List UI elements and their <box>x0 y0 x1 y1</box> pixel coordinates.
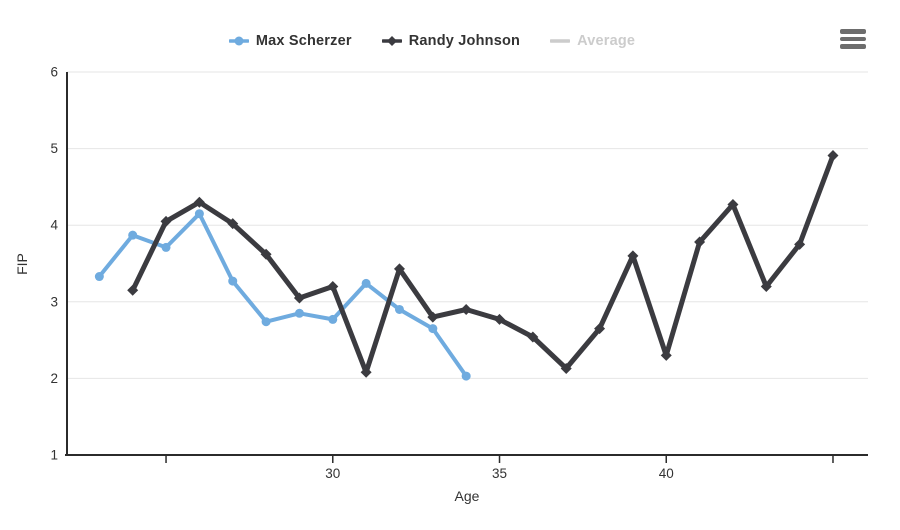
series-marker-icon <box>228 36 249 46</box>
data-point[interactable] <box>794 238 806 250</box>
data-point[interactable] <box>361 278 371 288</box>
hamburger-icon <box>840 36 866 42</box>
data-point[interactable] <box>228 276 238 286</box>
data-point[interactable] <box>293 292 305 304</box>
chart-context-menu-button[interactable] <box>840 27 868 51</box>
series-marker-icon <box>381 36 402 46</box>
hamburger-icon <box>840 29 866 34</box>
data-point[interactable] <box>427 311 439 323</box>
data-point[interactable] <box>327 280 339 292</box>
x-axis-tick-label: 30 <box>325 466 340 481</box>
data-point[interactable] <box>193 196 205 208</box>
data-point[interactable] <box>428 324 438 334</box>
data-point[interactable] <box>127 284 139 296</box>
data-point[interactable] <box>627 250 639 262</box>
data-point[interactable] <box>527 331 539 343</box>
data-point[interactable] <box>394 304 404 314</box>
y-axis-tick-label: 1 <box>50 448 58 463</box>
legend-item-max-scherzer[interactable]: Max Scherzer <box>228 33 352 49</box>
data-point[interactable] <box>594 323 606 335</box>
data-point[interactable] <box>160 215 172 227</box>
data-point[interactable] <box>94 272 104 282</box>
x-axis-title: Age <box>455 488 480 504</box>
y-axis-title: FIP <box>14 253 30 275</box>
data-point[interactable] <box>460 303 472 315</box>
y-axis-tick-label: 2 <box>50 371 58 386</box>
data-point[interactable] <box>494 313 506 325</box>
series-marker-icon <box>550 39 571 43</box>
hamburger-icon <box>840 44 866 49</box>
data-point[interactable] <box>328 314 338 324</box>
data-point[interactable] <box>227 218 239 230</box>
data-point[interactable] <box>660 349 672 361</box>
data-point[interactable] <box>827 149 839 161</box>
data-point[interactable] <box>760 280 772 292</box>
legend-item-label: Max Scherzer <box>255 33 352 49</box>
legend-item-label: Average <box>577 33 636 49</box>
x-axis-tick-label: 40 <box>659 466 674 481</box>
legend-item-label: Randy Johnson <box>408 33 521 49</box>
data-point[interactable] <box>560 362 572 374</box>
data-point[interactable] <box>261 317 271 327</box>
data-point[interactable] <box>194 209 204 219</box>
y-axis-tick-label: 6 <box>50 65 58 80</box>
data-point[interactable] <box>393 263 405 275</box>
y-axis-tick-label: 3 <box>50 294 58 309</box>
y-axis-tick-label: 4 <box>50 218 58 233</box>
y-axis-tick-label: 5 <box>50 141 58 156</box>
chart-legend: Max Scherzer Randy Johnson Average <box>0 33 882 49</box>
data-point[interactable] <box>260 248 272 260</box>
legend-item-randy-johnson[interactable]: Randy Johnson <box>381 33 521 49</box>
data-point[interactable] <box>461 371 471 381</box>
data-point[interactable] <box>360 366 372 378</box>
data-point[interactable] <box>727 199 739 211</box>
x-axis-tick-label: 35 <box>492 466 507 481</box>
series-line-randy-johnson[interactable] <box>130 153 836 375</box>
plot-area: 30 35 40 1 2 3 4 5 6 <box>50 65 868 481</box>
series-line-max-scherzer[interactable] <box>97 211 469 379</box>
data-point[interactable] <box>161 242 171 252</box>
legend-item-average[interactable]: Average <box>550 33 635 49</box>
data-point[interactable] <box>294 308 304 318</box>
data-point[interactable] <box>128 230 138 240</box>
data-point[interactable] <box>694 236 706 248</box>
